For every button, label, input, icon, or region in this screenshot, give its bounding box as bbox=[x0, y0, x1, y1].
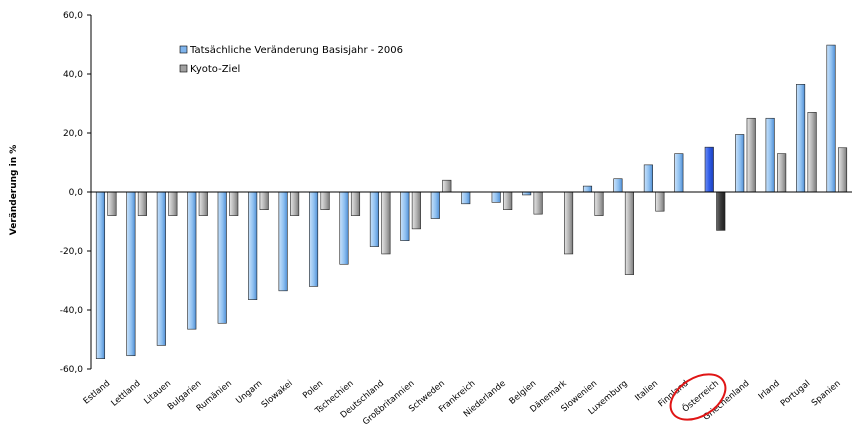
y-tick-label: 20,0 bbox=[63, 129, 83, 139]
bar-kyoto bbox=[290, 191, 300, 216]
bar-kyoto bbox=[442, 179, 452, 193]
x-tick-label: Großbritannien bbox=[361, 379, 416, 428]
bar-kyoto bbox=[777, 153, 787, 193]
bar-kyoto bbox=[655, 191, 665, 212]
bar-actual bbox=[461, 191, 471, 205]
y-tick-label: 60,0 bbox=[63, 11, 83, 21]
bar-kyoto bbox=[259, 191, 269, 211]
bar-kyoto bbox=[411, 191, 421, 230]
bar-kyoto bbox=[533, 191, 543, 215]
bar-actual bbox=[278, 191, 288, 292]
bar-actual bbox=[643, 164, 653, 193]
bar-kyoto bbox=[746, 117, 756, 193]
bar-kyoto bbox=[381, 191, 391, 255]
bar-actual bbox=[308, 191, 319, 287]
bar-actual bbox=[217, 191, 227, 324]
x-tick-label: Estland bbox=[82, 379, 113, 407]
legend-label-actual: Tatsächliche Veränderung Basisjahr - 200… bbox=[189, 45, 403, 56]
bar-actual bbox=[400, 191, 410, 241]
legend: Tatsächliche Veränderung Basisjahr - 200… bbox=[179, 45, 403, 75]
x-tick-label: Lettland bbox=[109, 379, 142, 409]
x-tick-label: Italien bbox=[633, 379, 660, 404]
bar-actual bbox=[156, 191, 166, 346]
bar-actual bbox=[248, 191, 258, 300]
bar-kyoto bbox=[350, 191, 361, 216]
bar-actual bbox=[339, 191, 349, 265]
y-tick-label: -20,0 bbox=[60, 247, 84, 257]
x-tick-label: Slowakei bbox=[260, 379, 295, 411]
bars-layer bbox=[95, 44, 848, 359]
bar-actual bbox=[765, 117, 775, 193]
bar-actual bbox=[187, 191, 197, 330]
bar-actual bbox=[430, 191, 440, 219]
bar-kyoto bbox=[716, 191, 726, 231]
legend-swatch-kyoto bbox=[179, 64, 188, 73]
y-tick-label: -60,0 bbox=[60, 365, 84, 375]
bar-actual bbox=[796, 84, 806, 193]
bar-kyoto bbox=[198, 191, 208, 216]
bar-actual bbox=[735, 134, 745, 193]
bar-kyoto bbox=[229, 191, 239, 216]
x-tick-label: Portugal bbox=[779, 379, 812, 409]
x-tick-label: Polen bbox=[301, 379, 325, 401]
y-axis: 60,0 40,0 20,0 0,0 -20,0 -40,0 -60,0 bbox=[60, 11, 92, 375]
x-tick-label: Irland bbox=[757, 379, 782, 402]
bar-actual bbox=[613, 178, 623, 193]
bar-actual bbox=[126, 191, 136, 357]
bar-actual bbox=[826, 44, 836, 193]
y-axis-label: Veränderung in % bbox=[9, 145, 19, 236]
highlight-ellipse bbox=[669, 373, 727, 421]
bar-actual bbox=[582, 185, 593, 193]
bar-kyoto bbox=[107, 191, 117, 216]
bar-kyoto bbox=[137, 191, 147, 216]
y-tick-label: 40,0 bbox=[63, 70, 83, 80]
bar-kyoto bbox=[564, 191, 574, 255]
x-tick-label: Spanien bbox=[810, 379, 843, 409]
bar-kyoto bbox=[624, 191, 635, 275]
y-tick-label: -40,0 bbox=[60, 306, 84, 316]
legend-swatch-actual bbox=[179, 45, 188, 54]
bar-kyoto bbox=[837, 147, 848, 193]
bar-kyoto bbox=[320, 191, 330, 211]
legend-label-kyoto: Kyoto-Ziel bbox=[190, 64, 240, 75]
bar-kyoto bbox=[807, 112, 817, 193]
bar-kyoto bbox=[503, 191, 513, 211]
bar-kyoto bbox=[168, 191, 178, 216]
bar-actual bbox=[491, 191, 501, 203]
bar-actual bbox=[95, 191, 106, 359]
y-tick-label: 0,0 bbox=[69, 188, 84, 198]
bar-actual bbox=[369, 191, 379, 247]
bar-kyoto bbox=[594, 191, 604, 216]
bar-actual bbox=[704, 146, 714, 193]
bar-actual bbox=[674, 153, 684, 193]
